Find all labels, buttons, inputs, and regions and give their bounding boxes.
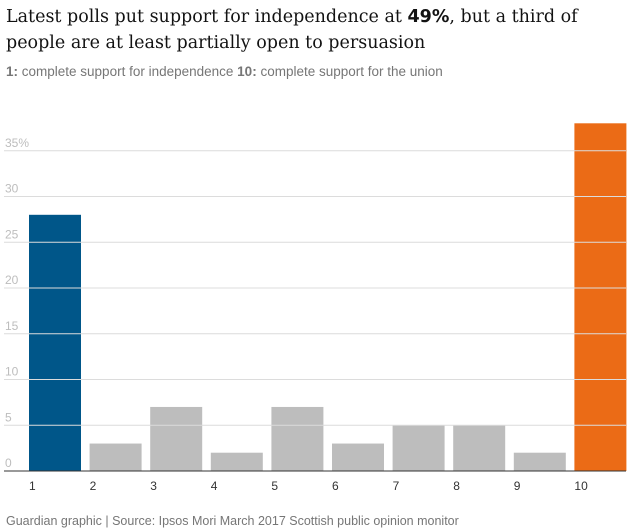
y-tick-20: 20 — [5, 273, 19, 287]
subtitle-key-2: 10: — [237, 64, 257, 79]
chart-title: Latest polls put support for independenc… — [6, 4, 626, 56]
bar-8 — [453, 425, 506, 471]
x-tick-1: 1 — [29, 479, 36, 493]
y-tick-35: 35% — [5, 136, 29, 150]
x-tick-5: 5 — [271, 479, 278, 493]
subtitle-text-1: complete support for independence — [18, 64, 238, 79]
title-text-before: Latest polls put support for independenc… — [6, 7, 408, 27]
x-axis-ticks: 1 2 3 4 5 6 7 8 9 10 — [29, 479, 588, 493]
title-text-after: , but a third of people are at least par… — [6, 7, 578, 53]
y-tick-30: 30 — [5, 182, 19, 196]
x-tick-6: 6 — [332, 479, 339, 493]
bar-2 — [89, 443, 142, 471]
subtitle-text-2: complete support for the union — [256, 64, 443, 79]
bar-10 — [574, 123, 627, 472]
x-tick-7: 7 — [393, 479, 400, 493]
bar-4 — [210, 452, 263, 471]
x-tick-9: 9 — [514, 479, 521, 493]
bar-chart: 0 5 10 15 20 25 30 35% 1 2 3 4 5 6 7 8 9 10 — [4, 123, 627, 493]
x-tick-3: 3 — [150, 479, 157, 493]
y-axis-ticks: 0 5 10 15 20 25 30 35% — [5, 136, 29, 470]
x-tick-4: 4 — [211, 479, 218, 493]
chart-subtitle: 1: complete support for independence 10:… — [6, 64, 626, 79]
bar-5 — [271, 406, 324, 471]
y-tick-10: 10 — [5, 365, 19, 379]
bar-1 — [29, 214, 81, 472]
bars-group — [29, 123, 627, 472]
y-tick-0: 0 — [5, 456, 12, 470]
x-tick-8: 8 — [453, 479, 460, 493]
bar-7 — [392, 425, 445, 471]
gridlines-group — [4, 150, 626, 472]
y-tick-25: 25 — [5, 227, 19, 241]
x-tick-10: 10 — [574, 479, 588, 493]
subtitle-key-1: 1: — [6, 64, 19, 79]
y-tick-5: 5 — [5, 410, 12, 424]
source-note: Guardian graphic | Source: Ipsos Mori Ma… — [6, 514, 459, 528]
x-tick-2: 2 — [90, 479, 97, 493]
bar-9 — [513, 452, 566, 471]
y-tick-15: 15 — [5, 319, 19, 333]
bar-6 — [332, 443, 384, 471]
title-highlight: 49% — [407, 7, 450, 27]
bar-3 — [150, 406, 203, 471]
